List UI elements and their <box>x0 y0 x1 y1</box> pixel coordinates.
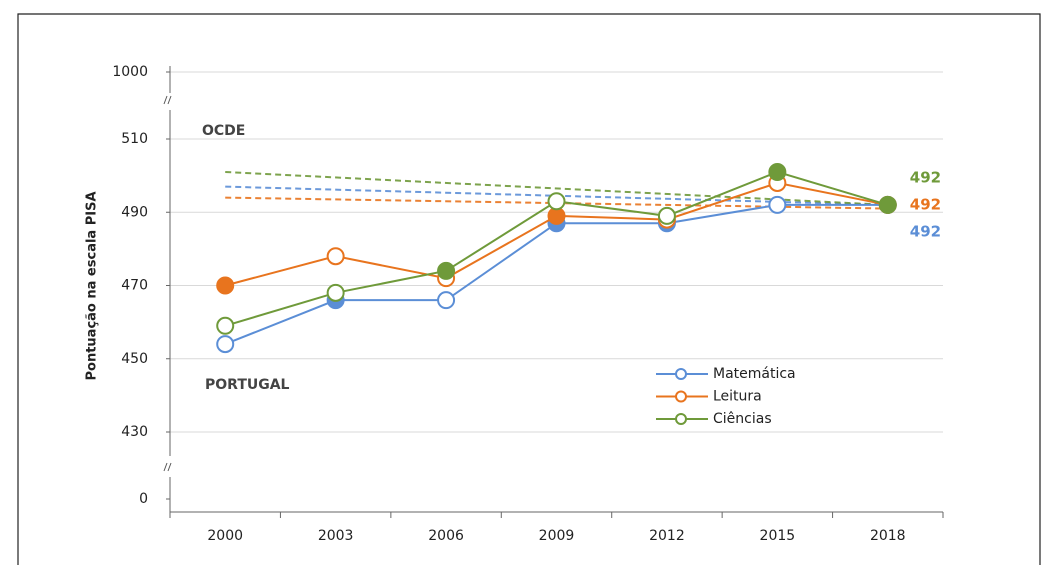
legend-marker <box>675 368 687 380</box>
frame <box>17 13 1041 565</box>
y-tick-label: 1000 <box>112 64 148 80</box>
x-tick-label: 2012 <box>649 528 685 544</box>
marker <box>547 192 566 211</box>
legend-label: Leitura <box>713 389 762 405</box>
y-tick-label: 450 <box>121 351 148 367</box>
y-axis-label: Pontuação na escala PISA <box>85 191 100 380</box>
marker <box>216 335 235 354</box>
y-tick-label: 470 <box>121 278 148 294</box>
annotation: OCDE <box>202 123 245 139</box>
marker <box>547 206 566 225</box>
end-label: 492 <box>910 168 941 186</box>
legend-marker <box>675 390 687 403</box>
marker <box>657 206 676 225</box>
end-label: 492 <box>910 195 941 213</box>
end-label: 492 <box>910 222 941 240</box>
x-tick-label: 2015 <box>760 528 796 544</box>
x-tick-label: 2000 <box>207 528 243 544</box>
x-tick-label: 2003 <box>318 528 354 544</box>
legend-label: Matemática <box>713 366 796 382</box>
annotation: PORTUGAL <box>205 377 290 393</box>
marker <box>437 291 456 310</box>
x-tick-label: 2018 <box>870 528 906 544</box>
x-tick-label: 2006 <box>428 528 464 544</box>
marker <box>768 162 787 181</box>
y-tick-label: 0 <box>139 491 148 507</box>
y-tick-label: 510 <box>121 131 148 147</box>
axis-breaks <box>163 95 172 472</box>
y-tick-label: 430 <box>121 424 148 440</box>
marker <box>216 276 235 295</box>
marker <box>326 247 345 266</box>
legend-label: Ciências <box>713 411 772 427</box>
legend-marker <box>675 413 687 425</box>
marker <box>326 283 345 302</box>
marker <box>878 195 897 214</box>
y-tick-label: 490 <box>121 204 148 220</box>
x-tick-label: 2009 <box>539 528 575 544</box>
marker <box>437 261 456 280</box>
marker <box>768 195 787 214</box>
marker <box>216 316 235 335</box>
